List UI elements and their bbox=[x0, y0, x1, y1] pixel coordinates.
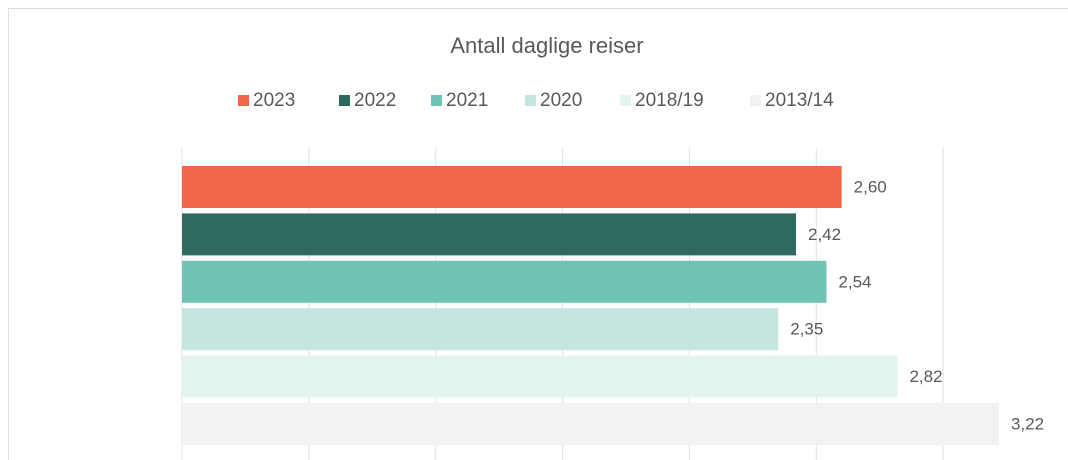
data-label: 2,60 bbox=[854, 177, 887, 196]
bar bbox=[182, 355, 898, 398]
chart-title: Antall daglige reiser bbox=[450, 33, 643, 58]
legend-swatch bbox=[339, 95, 350, 106]
legend-label: 2013/14 bbox=[765, 90, 834, 111]
legend-label: 2020 bbox=[540, 90, 582, 111]
legend-swatch bbox=[750, 95, 761, 106]
data-label: 2,35 bbox=[790, 320, 823, 339]
legend-swatch bbox=[620, 95, 631, 106]
legend-label: 2022 bbox=[354, 90, 396, 111]
data-label: 2,42 bbox=[808, 225, 841, 244]
bar bbox=[182, 260, 827, 303]
bar bbox=[182, 213, 796, 256]
bar bbox=[182, 166, 842, 208]
data-label: 3,22 bbox=[1011, 414, 1044, 433]
legend-label: 2023 bbox=[253, 90, 295, 111]
data-label: 2,54 bbox=[838, 272, 871, 291]
legend-swatch bbox=[525, 95, 536, 106]
legend-swatch bbox=[431, 95, 442, 106]
legend-swatch bbox=[238, 95, 249, 106]
bar bbox=[182, 308, 779, 351]
bar bbox=[182, 403, 999, 445]
chart-frame bbox=[8, 8, 1068, 460]
legend-label: 2018/19 bbox=[635, 90, 704, 111]
data-label: 2,82 bbox=[909, 367, 942, 386]
legend-label: 2021 bbox=[446, 90, 488, 111]
